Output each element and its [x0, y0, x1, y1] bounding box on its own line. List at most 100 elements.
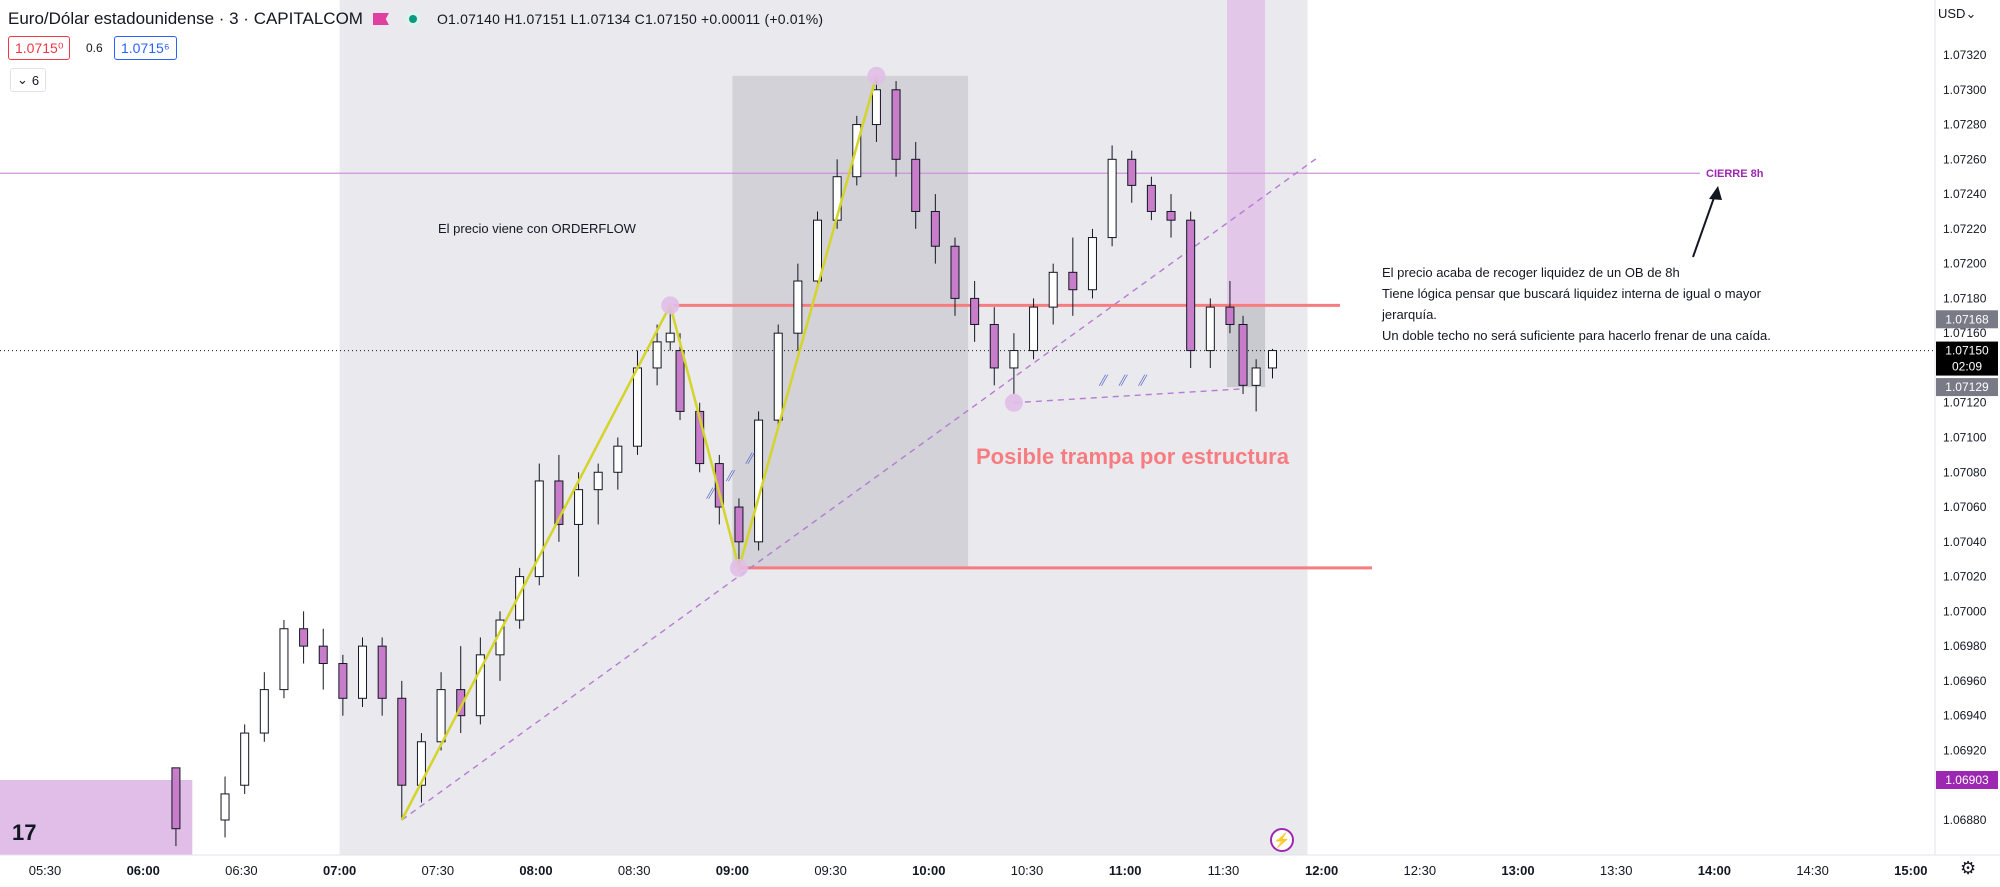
bull-candle — [813, 219, 823, 282]
bull-candle — [436, 689, 446, 743]
candles-group — [171, 75, 1277, 847]
buy-button[interactable]: 1.0715⁶ — [114, 36, 177, 60]
y-tick-label: 1.07280 — [1943, 118, 1987, 132]
y-tick-label: 1.07120 — [1943, 396, 1987, 410]
x-tick-label: 14:30 — [1796, 863, 1829, 878]
price-tag-bg — [1936, 341, 1998, 376]
market-status-icon[interactable] — [404, 11, 421, 27]
x-tick-label: 13:30 — [1600, 863, 1633, 878]
chevron-down-icon: ⌄ — [1965, 6, 1977, 21]
bull-candle — [1029, 306, 1039, 352]
bear-candle — [397, 697, 407, 786]
pivot-marker — [1004, 393, 1023, 412]
lightning-icon[interactable]: ⚡ — [1270, 828, 1294, 852]
orderflow-annotation: El precio viene con ORDERFLOW — [438, 221, 636, 236]
bear-candle — [734, 506, 744, 543]
x-tick-label: 05:30 — [29, 863, 62, 878]
x-tick-label: 06:00 — [127, 863, 160, 878]
bull-candle — [279, 628, 289, 691]
bull-candle — [773, 332, 783, 421]
indicators-toggle[interactable]: ⌄ 6 — [10, 68, 47, 92]
bull-candle — [652, 341, 662, 369]
y-tick-label: 1.07260 — [1943, 152, 1987, 166]
price-tag: 1.07129 — [1945, 380, 1989, 394]
liquidity-marker: ⫽ — [1137, 372, 1148, 389]
x-tick-label: 07:30 — [422, 863, 455, 878]
x-tick-label: 13:00 — [1501, 863, 1534, 878]
sell-button[interactable]: 1.0715⁰ — [8, 36, 71, 60]
gear-icon[interactable]: ⚙ — [1960, 858, 1977, 878]
liquidity-marker: ⫽ — [1118, 372, 1129, 389]
x-tick-label: 08:30 — [618, 863, 651, 878]
note-line: jerarquía. — [1382, 307, 1437, 322]
y-tick-label: 1.07160 — [1943, 326, 1987, 340]
y-tick-label: 1.07060 — [1943, 500, 1987, 514]
tradingview-logo[interactable]: 17 — [12, 820, 37, 845]
liquidity-marker: ⫽ — [725, 468, 736, 485]
x-tick-label: 09:00 — [716, 863, 749, 878]
bull-candle — [475, 654, 485, 717]
bull-candle — [515, 576, 525, 621]
y-tick-label: 1.07020 — [1943, 570, 1987, 584]
y-tick-label: 1.07000 — [1943, 604, 1987, 618]
y-tick-label: 1.07180 — [1943, 291, 1987, 305]
bull-candle — [754, 419, 764, 543]
ob-8h-zone — [0, 780, 193, 855]
arrow-line — [1692, 191, 1717, 258]
y-tick-label: 1.06880 — [1943, 813, 1987, 827]
note-line: Un doble techo no será suficiente para h… — [1382, 328, 1771, 343]
bull-candle — [574, 489, 584, 525]
y-tick-label: 1.07200 — [1943, 257, 1987, 271]
x-tick-label: 14:00 — [1698, 863, 1731, 878]
arrow-head — [1709, 186, 1722, 200]
x-tick-label: 12:00 — [1305, 863, 1338, 878]
bear-candle — [675, 350, 685, 412]
bear-candle — [1186, 219, 1196, 352]
bull-candle — [793, 280, 803, 334]
bear-candle — [911, 158, 921, 212]
note-line: Tiene lógica pensar que buscará liquidez… — [1382, 286, 1761, 301]
bull-candle — [1268, 350, 1277, 369]
bear-candle — [950, 245, 960, 299]
price-tag-bg — [1936, 310, 1998, 329]
trap-annotation: Posible trampa por estructura — [976, 444, 1289, 469]
bull-candle — [632, 367, 642, 447]
spread-value: 0.6 — [86, 41, 103, 55]
flag-icon[interactable] — [372, 13, 389, 25]
price-tag: 1.06903 — [1945, 773, 1989, 787]
bear-candle — [930, 210, 940, 247]
y-tick-label: 1.07320 — [1943, 48, 1987, 62]
currency-selector[interactable]: USD⌄ — [1938, 6, 1976, 22]
liquidity-marker: ⫽ — [1098, 372, 1109, 389]
bull-candle — [871, 89, 881, 126]
y-tick-label: 1.06960 — [1943, 674, 1987, 688]
bear-candle — [1166, 210, 1176, 221]
price-tag: 1.07168 — [1945, 312, 1989, 326]
bear-candle — [891, 89, 901, 160]
pivot-marker — [867, 66, 886, 85]
liquidity-marker: ⫽ — [705, 485, 716, 502]
bear-candle — [970, 297, 980, 325]
bear-candle — [299, 628, 309, 647]
bull-candle — [1048, 271, 1058, 308]
bull-candle — [593, 471, 603, 491]
bull-candle — [1087, 237, 1097, 291]
symbol-title[interactable]: Euro/Dólar estadounidense · 3 · CAPITALC… — [8, 9, 363, 28]
bull-candle — [665, 332, 675, 343]
y-tick-label: 1.07080 — [1943, 465, 1987, 479]
bull-candle — [1205, 306, 1215, 352]
bear-candle — [338, 663, 348, 699]
bear-candle — [1127, 158, 1137, 186]
countdown-timer: 02:09 — [1952, 360, 1982, 374]
x-tick-label: 07:00 — [323, 863, 356, 878]
zigzag-structure-line — [400, 75, 878, 821]
bull-candle — [613, 445, 623, 473]
order-block-zone — [732, 75, 969, 568]
bull-candle — [1107, 158, 1117, 239]
x-tick-label: 10:00 — [912, 863, 945, 878]
cierre-8h-label: CIERRE 8h — [1706, 168, 1764, 180]
bull-candle — [240, 732, 250, 786]
bull-candle — [534, 480, 544, 578]
liquidity-marker: ⫽ — [744, 451, 755, 468]
